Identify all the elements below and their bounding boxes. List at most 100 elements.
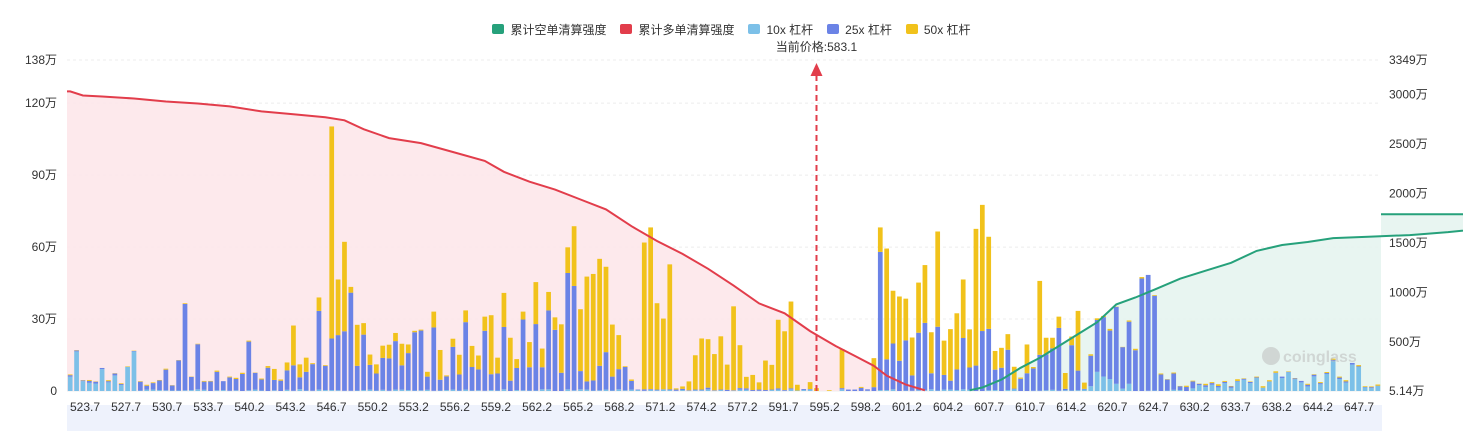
bar-25x bbox=[763, 390, 768, 391]
x-tick-label: 624.7 bbox=[1138, 400, 1168, 414]
bar-10x bbox=[118, 385, 124, 391]
legend-item-4[interactable]: 50x 杠杆 bbox=[905, 21, 971, 38]
bar-50x bbox=[495, 357, 500, 374]
bar-25x bbox=[354, 365, 360, 391]
x-tick-label: 553.2 bbox=[399, 400, 429, 414]
bar-10x bbox=[967, 389, 972, 391]
bar-25x bbox=[291, 365, 296, 391]
bar-50x bbox=[622, 366, 628, 368]
watermark-group: coinglass bbox=[1262, 347, 1357, 366]
bar-10x bbox=[1235, 381, 1240, 391]
bar-25x bbox=[533, 324, 539, 391]
bar-25x bbox=[1031, 368, 1036, 391]
bar-10x bbox=[1241, 379, 1247, 391]
bar-25x bbox=[590, 380, 596, 391]
bar-25x bbox=[469, 367, 475, 391]
bar-10x bbox=[807, 389, 813, 391]
bar-25x bbox=[322, 365, 328, 391]
bar-25x bbox=[1069, 345, 1074, 391]
bar-25x bbox=[144, 385, 150, 390]
x-tick-label: 574.2 bbox=[686, 400, 716, 414]
bar-10x bbox=[941, 389, 947, 391]
bar-10x bbox=[425, 389, 430, 391]
bar-25x bbox=[641, 389, 647, 391]
bar-10x bbox=[1279, 378, 1285, 391]
bar-25x bbox=[150, 383, 156, 390]
bar-50x bbox=[227, 376, 233, 378]
bar-25x bbox=[622, 367, 628, 391]
legend-item-0[interactable]: 累计空单清算强度 bbox=[492, 21, 606, 38]
bar-10x bbox=[1043, 390, 1049, 391]
bar-25x bbox=[692, 389, 698, 391]
bar-10x bbox=[1267, 381, 1272, 391]
bar-50x bbox=[610, 324, 615, 377]
bar-50x bbox=[418, 329, 424, 331]
bar-10x bbox=[67, 376, 73, 391]
y-right-tick-label: 3349万 bbox=[1389, 53, 1428, 67]
bar-50x bbox=[654, 303, 660, 390]
y-left-tick-label: 0 bbox=[50, 384, 57, 398]
x-tick-label: 543.2 bbox=[275, 400, 305, 414]
bar-10x bbox=[329, 390, 335, 391]
bar-10x bbox=[1305, 386, 1311, 391]
bar-10x bbox=[769, 390, 775, 391]
y-right-tick-label: 1500万 bbox=[1389, 236, 1428, 250]
bar-25x bbox=[1184, 386, 1189, 391]
y-left-tick-label: 30万 bbox=[32, 312, 57, 326]
bar-25x bbox=[163, 369, 169, 391]
x-tick-label: 530.7 bbox=[152, 400, 182, 414]
bar-50x bbox=[877, 227, 883, 252]
bar-25x bbox=[386, 358, 392, 391]
bar-50x bbox=[1024, 344, 1030, 374]
bar-10x bbox=[1062, 390, 1068, 391]
bar-25x bbox=[1018, 378, 1023, 391]
bar-50x bbox=[858, 386, 864, 388]
bar-50x bbox=[1139, 277, 1145, 279]
bar-50x bbox=[590, 273, 596, 381]
bar-25x bbox=[928, 373, 934, 390]
legend-item-2[interactable]: 10x 杠杆 bbox=[748, 21, 813, 38]
y-left-tick-label: 60万 bbox=[32, 240, 57, 254]
bar-10x bbox=[948, 389, 953, 391]
bar-10x bbox=[928, 389, 934, 391]
bar-10x bbox=[444, 390, 449, 391]
bar-25x bbox=[935, 326, 941, 391]
y-right-tick-label: 5.14万 bbox=[1389, 384, 1424, 398]
x-tick-label: 559.2 bbox=[481, 400, 511, 414]
bar-25x bbox=[648, 389, 654, 390]
bar-50x bbox=[807, 382, 813, 390]
bar-25x bbox=[571, 285, 577, 391]
bar-50x bbox=[520, 311, 526, 320]
legend-item-1[interactable]: 累计多单清算强度 bbox=[620, 21, 734, 38]
bar-25x bbox=[1324, 373, 1330, 374]
legend-swatch bbox=[905, 24, 918, 34]
bar-25x bbox=[169, 385, 175, 391]
bar-50x bbox=[393, 332, 398, 342]
bar-50x bbox=[960, 279, 966, 338]
legend-item-3[interactable]: 25x 杠杆 bbox=[827, 21, 892, 38]
bar-10x bbox=[1362, 387, 1368, 391]
bar-25x bbox=[476, 369, 481, 391]
bar-10x bbox=[667, 390, 673, 391]
bar-50x bbox=[431, 311, 437, 328]
x-tick-label: 550.2 bbox=[358, 400, 388, 414]
bar-10x bbox=[565, 389, 571, 391]
bar-50x bbox=[629, 379, 634, 381]
bar-25x bbox=[903, 340, 909, 391]
bar-25x bbox=[189, 376, 194, 391]
bar-10x bbox=[743, 389, 749, 391]
bar-25x bbox=[176, 360, 181, 391]
bar-50x bbox=[775, 319, 781, 389]
bar-50x bbox=[1267, 380, 1272, 382]
bar-25x bbox=[584, 381, 590, 390]
bar-25x bbox=[106, 381, 111, 383]
bar-25x bbox=[1337, 377, 1342, 380]
bar-25x bbox=[629, 380, 634, 390]
bar-10x bbox=[635, 390, 641, 391]
bar-10x bbox=[418, 390, 424, 391]
bar-25x bbox=[482, 330, 488, 391]
bar-10x bbox=[1369, 388, 1374, 391]
bar-25x bbox=[1349, 362, 1355, 365]
bottom-zoom-band[interactable] bbox=[67, 405, 1382, 431]
